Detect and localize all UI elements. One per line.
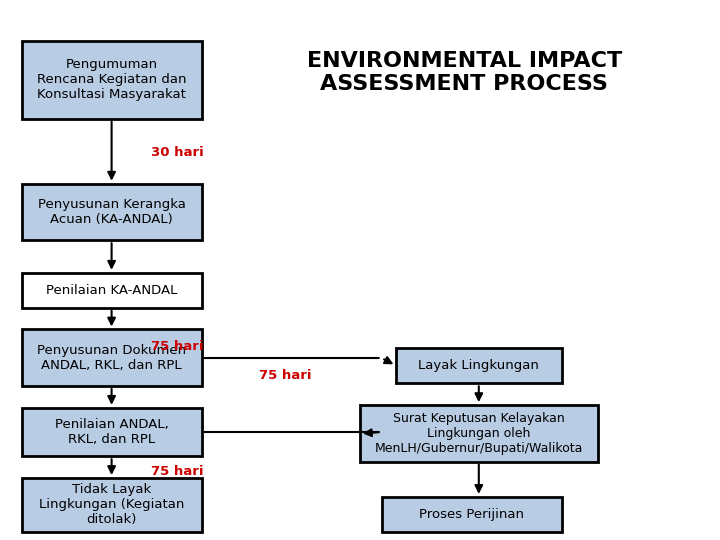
Bar [22,184,202,240]
Text: 75 hari: 75 hari [151,465,204,478]
Text: Layak Lingkungan: Layak Lingkungan [418,359,539,373]
Text: Tidak Layak
Lingkungan (Kegiatan
ditolak): Tidak Layak Lingkungan (Kegiatan ditolak… [39,483,184,526]
Text: Pengumuman
Rencana Kegiatan dan
Konsultasi Masyarakat: Pengumuman Rencana Kegiatan dan Konsulta… [37,58,186,101]
Text: Penyusunan Dokumen
ANDAL, RKL, dan RPL: Penyusunan Dokumen ANDAL, RKL, dan RPL [37,344,186,372]
Bar [396,348,562,383]
Bar [382,497,562,532]
Bar [22,329,202,386]
Bar [22,40,202,119]
Text: 75 hari: 75 hari [151,340,204,353]
Text: Penilaian KA-ANDAL: Penilaian KA-ANDAL [46,284,177,297]
Text: Penyusunan Kerangka
Acuan (KA-ANDAL): Penyusunan Kerangka Acuan (KA-ANDAL) [37,198,186,226]
Bar [22,273,202,308]
Bar [22,478,202,532]
Bar [360,405,598,462]
Text: ENVIRONMENTAL IMPACT
ASSESSMENT PROCESS: ENVIRONMENTAL IMPACT ASSESSMENT PROCESS [307,51,622,94]
Bar [22,408,202,456]
Text: 30 hari: 30 hari [151,146,204,159]
Text: Penilaian ANDAL,
RKL, dan RPL: Penilaian ANDAL, RKL, dan RPL [55,418,168,446]
Text: Surat Keputusan Kelayakan
Lingkungan oleh
MenLH/Gubernur/Bupati/Walikota: Surat Keputusan Kelayakan Lingkungan ole… [374,412,583,455]
Text: Proses Perijinan: Proses Perijinan [419,508,524,521]
Text: 75 hari: 75 hari [259,369,312,382]
